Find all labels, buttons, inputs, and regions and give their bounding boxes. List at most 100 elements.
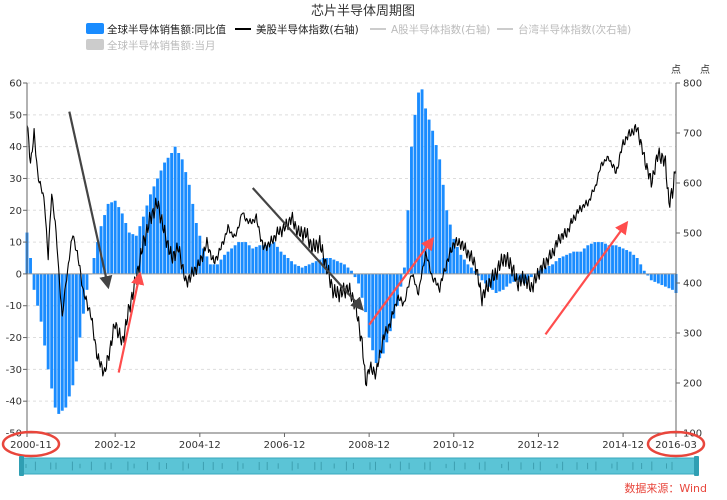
bar [134, 235, 138, 274]
bar [614, 245, 618, 274]
x-tick-label: 2016-03 [655, 440, 697, 451]
x-tick-label: 2010-12 [433, 440, 475, 451]
right-tick-label: 800 [683, 79, 702, 90]
x-tick-label: 2008-12 [348, 440, 390, 451]
slider-left-handle[interactable] [19, 456, 24, 476]
bar [293, 264, 297, 274]
bar [364, 273, 368, 313]
bar [57, 273, 61, 414]
up-arrow [368, 236, 435, 326]
bar [149, 194, 152, 274]
bar [498, 273, 502, 292]
bar [258, 245, 262, 274]
bar [96, 242, 99, 274]
legend-item[interactable]: 全球半导体销售额:当月 [86, 39, 216, 52]
right-tick-label: 600 [683, 179, 702, 190]
bar [110, 202, 114, 274]
x-tick-label: 2006-12 [264, 440, 306, 451]
bar [434, 145, 438, 274]
bar [420, 89, 424, 274]
bar [642, 270, 646, 274]
bar [117, 207, 121, 274]
bar [335, 261, 339, 274]
bar [254, 246, 258, 274]
slider-right-handle[interactable] [694, 456, 699, 476]
bar [120, 213, 124, 274]
bar [131, 234, 135, 274]
bar [138, 226, 142, 274]
bar [226, 251, 230, 274]
bar [272, 242, 276, 274]
right-tick-label: 400 [683, 279, 702, 290]
right-tick-label: 200 [683, 379, 702, 390]
down-arrow [68, 111, 113, 290]
right-axis-unit: 点 [671, 64, 681, 76]
bar [596, 242, 600, 274]
bar [50, 273, 54, 389]
bar [233, 245, 237, 274]
legend-label: A股半导体指数(右轴) [391, 23, 490, 36]
bar [367, 273, 371, 338]
left-tick-label: 50 [9, 110, 22, 121]
bar [385, 273, 389, 343]
legend[interactable]: 全球半导体销售额:同比值 美股半导体指数(右轴) A股半导体指数(右轴) 台湾半导体指… [86, 23, 631, 52]
time-range-slider[interactable] [19, 456, 699, 476]
right-tick-label: 500 [683, 229, 702, 240]
legend-item[interactable]: 台湾半导体指数(次右轴) [497, 23, 631, 36]
bar [219, 259, 223, 274]
bar [618, 246, 622, 274]
bar [582, 248, 586, 274]
bar [230, 248, 234, 274]
grid-lines [27, 82, 676, 402]
bar [53, 273, 57, 408]
bar [604, 243, 607, 274]
bar [572, 251, 576, 274]
up-arrow [117, 271, 145, 373]
legend-item[interactable]: 美股半导体指数(右轴) [235, 23, 359, 36]
bar [462, 259, 466, 274]
bar [251, 248, 255, 274]
bar [424, 108, 428, 274]
legend-item[interactable]: A股半导体指数(右轴) [370, 23, 490, 36]
legend-item[interactable]: 全球半导体销售额:同比值 [86, 23, 227, 36]
bar [579, 251, 583, 274]
x-tick-label: 2000-11 [10, 440, 52, 451]
bar [328, 258, 332, 274]
bar [480, 273, 484, 281]
up-arrow [544, 220, 629, 336]
bar [512, 273, 516, 282]
slider-minimap [25, 461, 673, 471]
bar [477, 273, 480, 276]
bar [152, 186, 156, 274]
bar [145, 205, 149, 274]
slider-track[interactable] [21, 457, 697, 475]
bar [339, 262, 343, 274]
annotation-arrows [68, 111, 629, 373]
bar [92, 258, 96, 274]
bar [484, 273, 487, 284]
bar [198, 235, 202, 274]
bar [32, 273, 36, 290]
x-tick-label: 2002-12 [94, 440, 136, 451]
bar [395, 273, 399, 306]
bar [314, 261, 318, 274]
bar [184, 172, 188, 274]
bar [159, 170, 163, 274]
highlight-ellipse [646, 430, 706, 458]
x-tick-label: 2004-12 [179, 440, 221, 451]
bar [388, 273, 392, 332]
bar [170, 153, 174, 274]
bar [491, 273, 495, 290]
bar [589, 243, 593, 274]
bar [508, 273, 512, 284]
bar [459, 254, 463, 274]
left-tick-label: 10 [9, 238, 22, 249]
left-tick-label: -40 [6, 397, 22, 408]
bar [410, 146, 413, 274]
secondary-right-axis-unit: 点 [700, 64, 710, 76]
bar [554, 261, 558, 274]
bar [575, 251, 579, 274]
bar [85, 273, 89, 290]
bar [565, 254, 569, 274]
